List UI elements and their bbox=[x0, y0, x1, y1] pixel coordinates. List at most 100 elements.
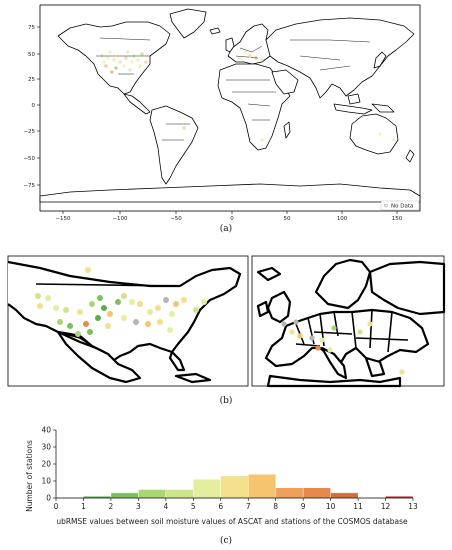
y-tick-label: −50 bbox=[23, 156, 35, 162]
canada-usa-border bbox=[35, 283, 181, 287]
station-dot bbox=[89, 301, 95, 307]
station-dot bbox=[105, 323, 111, 329]
north-america-map bbox=[7, 255, 249, 387]
histogram-bar bbox=[220, 475, 249, 499]
iceland-eu-shape bbox=[256, 266, 282, 282]
station-markers bbox=[100, 50, 396, 142]
station-dot bbox=[35, 293, 41, 299]
station-dot bbox=[281, 321, 287, 327]
station-dot bbox=[181, 297, 187, 303]
histogram-bar bbox=[248, 474, 276, 499]
x-tick-label: −100 bbox=[112, 216, 128, 222]
central-america-shape bbox=[123, 93, 151, 115]
station-marker bbox=[112, 58, 116, 62]
x-tick-label: 50 bbox=[284, 216, 291, 222]
caption-c: (c) bbox=[219, 536, 233, 546]
station-marker bbox=[138, 64, 142, 68]
station-dot bbox=[147, 309, 153, 315]
station-dot bbox=[289, 329, 295, 335]
station-marker bbox=[144, 60, 148, 64]
y-tick-label: 25 bbox=[28, 77, 35, 83]
borneo-shape bbox=[347, 93, 361, 105]
caption-a: (a) bbox=[219, 224, 233, 234]
station-dot bbox=[357, 329, 363, 335]
station-dot bbox=[63, 307, 69, 313]
station-marker bbox=[100, 54, 104, 58]
madagascar-shape bbox=[283, 121, 291, 139]
station-marker bbox=[136, 58, 140, 62]
map-axes: −150 −100 −50 0 50 100 150 75 50 25 0 −25 −50 −75 bbox=[23, 25, 402, 222]
x-tick-label: 6 bbox=[218, 502, 223, 511]
station-marker bbox=[126, 50, 130, 54]
station-dot bbox=[97, 295, 103, 301]
x-tick-label: 0 bbox=[230, 216, 234, 222]
station-dot bbox=[297, 333, 303, 339]
station-marker bbox=[132, 54, 136, 58]
cuba-shape bbox=[174, 372, 212, 384]
x-tick-label: 9 bbox=[301, 502, 306, 511]
station-dot bbox=[85, 267, 91, 273]
north-america-shape bbox=[57, 21, 171, 95]
africa-shape bbox=[217, 63, 291, 151]
station-marker bbox=[392, 138, 396, 142]
new-guinea-shape bbox=[371, 103, 395, 113]
station-marker bbox=[238, 56, 242, 60]
station-dot bbox=[121, 315, 127, 321]
station-marker bbox=[182, 126, 186, 130]
histogram-bar bbox=[330, 492, 359, 499]
iceland-shape bbox=[209, 27, 221, 35]
station-marker bbox=[124, 56, 128, 60]
station-dot bbox=[75, 331, 81, 337]
station-marker bbox=[248, 54, 252, 58]
y-axis-label: Number of stations bbox=[25, 440, 34, 512]
japan-shape bbox=[373, 51, 387, 69]
station-dot bbox=[367, 321, 373, 327]
station-dot bbox=[101, 305, 107, 311]
station-dot bbox=[331, 325, 337, 331]
x-tick-label: 7 bbox=[246, 502, 251, 511]
station-marker bbox=[102, 60, 106, 64]
station-marker bbox=[254, 56, 258, 60]
station-dot bbox=[77, 309, 83, 315]
station-dot bbox=[293, 319, 299, 325]
scandinavia-shape bbox=[314, 258, 372, 310]
finland-russia-shape bbox=[368, 260, 446, 316]
station-dot bbox=[169, 311, 175, 317]
station-dot bbox=[309, 335, 315, 341]
y-tick-label: 40 bbox=[41, 426, 51, 435]
antarctica-shape bbox=[39, 183, 421, 203]
station-marker bbox=[244, 50, 248, 54]
y-tick-label: 75 bbox=[28, 25, 35, 31]
station-dot bbox=[87, 329, 93, 335]
station-dot bbox=[327, 347, 333, 353]
station-dot bbox=[107, 311, 113, 317]
y-tick-label: 10 bbox=[41, 477, 51, 486]
x-tick-label: −50 bbox=[170, 216, 182, 222]
x-tick-label: 0 bbox=[54, 502, 59, 511]
north-africa-coast bbox=[266, 374, 402, 388]
station-dot bbox=[193, 307, 199, 313]
x-tick-label: 11 bbox=[353, 502, 363, 511]
station-dot bbox=[95, 315, 101, 321]
world-landmass bbox=[39, 8, 421, 203]
histogram-bar bbox=[193, 479, 221, 499]
station-marker bbox=[378, 132, 382, 136]
y-tick-label: 20 bbox=[41, 460, 51, 469]
x-axis-label: ubRMSE values between soil moisture valu… bbox=[56, 517, 408, 526]
station-dot bbox=[115, 299, 121, 305]
north-america-stations bbox=[35, 267, 207, 337]
station-dot bbox=[37, 303, 43, 309]
station-marker bbox=[260, 138, 264, 142]
greece-shape bbox=[364, 356, 386, 378]
station-dot bbox=[399, 369, 405, 375]
mexico-border bbox=[57, 331, 93, 347]
station-dot bbox=[163, 297, 169, 303]
europe-stations bbox=[281, 319, 405, 375]
asia-shape bbox=[265, 17, 415, 99]
station-dot bbox=[319, 337, 325, 343]
legend-box bbox=[380, 200, 420, 211]
x-tick-label: 100 bbox=[337, 216, 348, 222]
station-marker bbox=[128, 68, 132, 72]
